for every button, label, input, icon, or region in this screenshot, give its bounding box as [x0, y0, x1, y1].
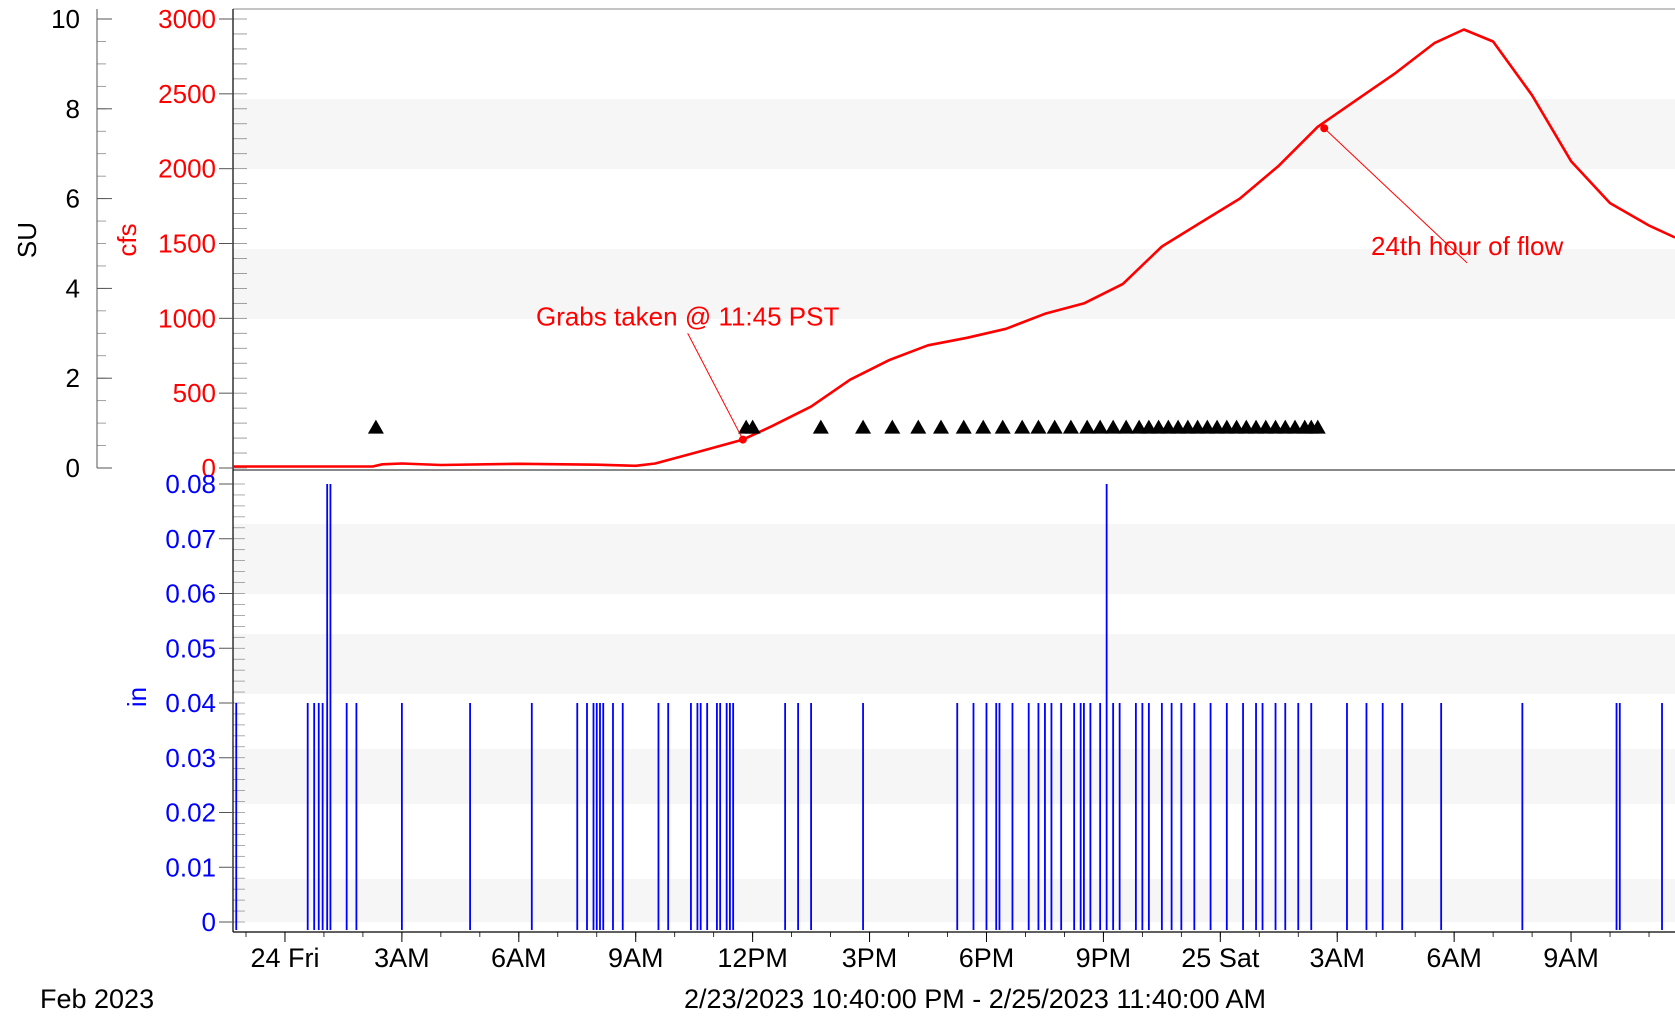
sample-marker [1309, 419, 1326, 434]
cfs-tick-label: 0 [202, 453, 216, 483]
su-tick-label: 6 [66, 184, 80, 214]
su-axis-title: SU [12, 222, 42, 258]
in-tick-label: 0.06 [165, 579, 216, 609]
cfs-tick-label: 2500 [158, 79, 216, 109]
sample-marker [994, 419, 1011, 434]
sample-marker [855, 419, 872, 434]
x-tick-label: 6AM [1426, 943, 1482, 973]
su-tick-label: 2 [66, 363, 80, 393]
background-band [233, 634, 1675, 694]
cfs-tick-label: 3000 [158, 4, 216, 34]
x-tick-label: 9PM [1076, 943, 1132, 973]
background-band [233, 749, 1675, 804]
annotation-point [738, 435, 747, 444]
x-tick-label: 24 Fri [250, 943, 319, 973]
su-tick-label: 0 [66, 453, 80, 483]
sample-marker [910, 419, 927, 434]
in-tick-label: 0 [202, 907, 216, 937]
cfs-tick-label: 1000 [158, 303, 216, 333]
sample-marker [812, 419, 829, 434]
background-band [233, 249, 1675, 319]
su-tick-label: 4 [66, 273, 80, 303]
in-tick-label: 0.01 [165, 852, 216, 882]
cfs-axis-title: cfs [112, 223, 142, 256]
sample-marker [367, 419, 384, 434]
sample-markers [367, 419, 1326, 434]
background-band [233, 99, 1675, 169]
annotation-leader-line [1323, 127, 1468, 264]
x-tick-label: 9AM [1543, 943, 1599, 973]
axes [96, 8, 1675, 942]
axis-labels: 0 2 4 6 8 10 0 500 1000 1500 2000 2500 3000 0 0.01 0.02… [12, 4, 1599, 973]
annotations: Grabs taken @ 11:45 PST 24th hour of flow [536, 124, 1563, 444]
footer-date-range: 2/23/2023 10:40:00 PM - 2/25/2023 11:40:… [684, 984, 1266, 1014]
sample-marker [1046, 419, 1063, 434]
sample-marker [933, 419, 950, 434]
background-band [233, 524, 1675, 594]
annotation-label: Grabs taken @ 11:45 PST [536, 301, 840, 331]
background-bands [233, 99, 1675, 922]
sample-marker [1079, 419, 1096, 434]
sample-marker [955, 419, 972, 434]
background-band [233, 879, 1675, 922]
in-tick-label: 0.07 [165, 524, 216, 554]
sample-marker [744, 419, 761, 434]
sample-marker [975, 419, 992, 434]
su-tick-label: 8 [66, 94, 80, 124]
sample-marker [1092, 419, 1109, 434]
in-tick-label: 0.04 [165, 688, 216, 718]
annotation-label: 24th hour of flow [1371, 231, 1563, 261]
sample-marker [1118, 419, 1135, 434]
cfs-tick-label: 2000 [158, 154, 216, 184]
x-tick-label: 9AM [608, 943, 664, 973]
annotation-point [1320, 124, 1329, 133]
x-tick-label: 6PM [959, 943, 1015, 973]
sample-marker [1105, 419, 1122, 434]
annotation-leader-line [687, 333, 744, 440]
x-tick-label: 3AM [374, 943, 430, 973]
sample-marker [1062, 419, 1079, 434]
flow-series-line [233, 28, 1675, 468]
x-tick-label: 12PM [717, 943, 788, 973]
x-tick-label: 3PM [842, 943, 898, 973]
in-tick-label: 0.08 [165, 469, 216, 499]
flow-line [233, 28, 1675, 468]
su-tick-label: 10 [51, 4, 80, 34]
x-tick-label: 3AM [1309, 943, 1365, 973]
cfs-tick-label: 500 [173, 378, 216, 408]
x-tick-label: 6AM [491, 943, 547, 973]
in-tick-label: 0.02 [165, 798, 216, 828]
in-tick-label: 0.03 [165, 743, 216, 773]
sample-marker [884, 419, 901, 434]
x-tick-label: 25 Sat [1181, 943, 1260, 973]
minor-tick-marks [97, 18, 1650, 937]
cfs-tick-label: 1500 [158, 229, 216, 259]
footer-month-label: Feb 2023 [40, 984, 155, 1014]
sample-marker [1014, 419, 1031, 434]
rain-bars [235, 484, 1663, 930]
sample-marker [1030, 419, 1047, 434]
in-axis-title: in [122, 687, 152, 707]
in-tick-label: 0.05 [165, 633, 216, 663]
